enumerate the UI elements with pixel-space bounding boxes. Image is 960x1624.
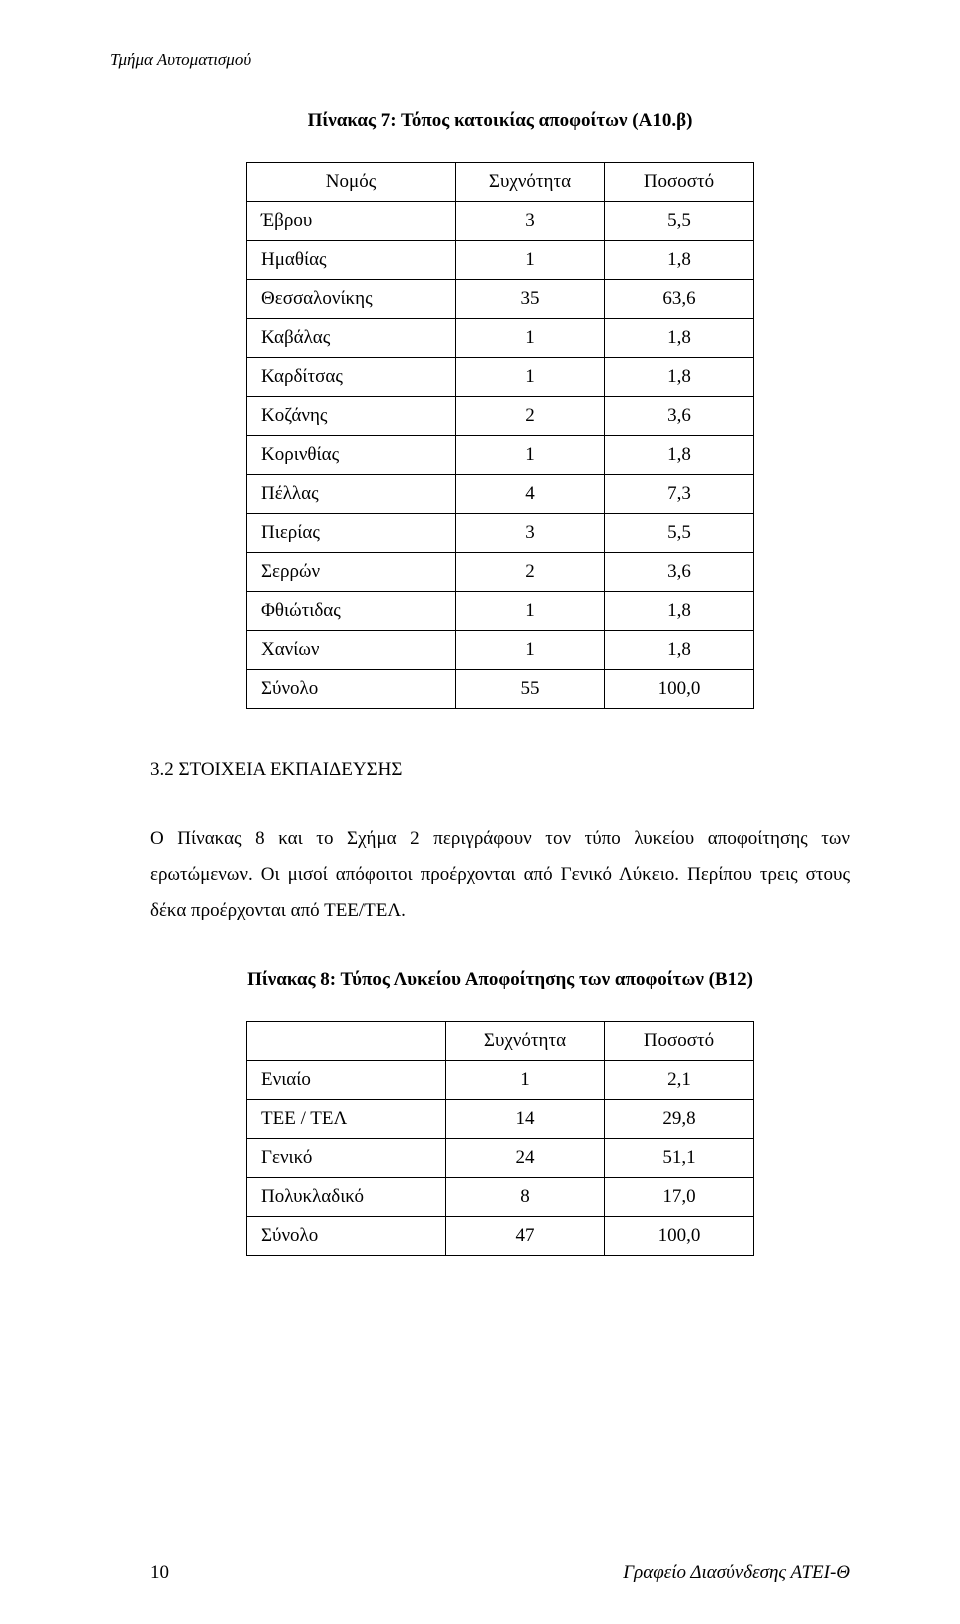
table-row: Χανίων11,8 — [247, 631, 754, 670]
cell: ΤΕΕ / ΤΕΛ — [247, 1100, 446, 1139]
cell: 1 — [456, 319, 605, 358]
page-number: 10 — [150, 1562, 169, 1584]
table-row: ΤΕΕ / ΤΕΛ1429,8 — [247, 1100, 754, 1139]
cell: 63,6 — [605, 280, 754, 319]
table8-col0 — [247, 1022, 446, 1061]
cell: Ημαθίας — [247, 241, 456, 280]
cell: 100,0 — [605, 670, 754, 709]
table-row: Κορινθίας11,8 — [247, 436, 754, 475]
page-header: Τμήμα Αυτοματισμού — [110, 50, 850, 70]
table-row: Σύνολο47100,0 — [247, 1217, 754, 1256]
table-row: Καρδίτσας11,8 — [247, 358, 754, 397]
cell: Σύνολο — [247, 670, 456, 709]
table-row: Σύνολο55100,0 — [247, 670, 754, 709]
table-row: Πέλλας47,3 — [247, 475, 754, 514]
cell: 3,6 — [605, 397, 754, 436]
table-row: Σερρών23,6 — [247, 553, 754, 592]
table-header-row: Συχνότητα Ποσοστό — [247, 1022, 754, 1061]
cell: Καβάλας — [247, 319, 456, 358]
cell: 8 — [446, 1178, 605, 1217]
table-header-row: Νομός Συχνότητα Ποσοστό — [247, 163, 754, 202]
table7-col1: Συχνότητα — [456, 163, 605, 202]
page-footer: 10 Γραφείο Διασύνδεσης ΑΤΕΙ-Θ — [150, 1562, 850, 1584]
cell: Καρδίτσας — [247, 358, 456, 397]
page: Τμήμα Αυτοματισμού Πίνακας 7: Τόπος κατο… — [0, 0, 960, 1624]
cell: Ενιαίο — [247, 1061, 446, 1100]
cell: 17,0 — [605, 1178, 754, 1217]
cell: 1 — [456, 241, 605, 280]
cell: Πέλλας — [247, 475, 456, 514]
cell: Θεσσαλονίκης — [247, 280, 456, 319]
table8-caption: Πίνακας 8: Τύπος Λυκείου Αποφοίτησης των… — [150, 969, 850, 991]
cell: Φθιώτιδας — [247, 592, 456, 631]
cell: 3 — [456, 202, 605, 241]
table7-caption: Πίνακας 7: Τόπος κατοικίας αποφοίτων (A1… — [150, 110, 850, 132]
cell: 3,6 — [605, 553, 754, 592]
cell: 5,5 — [605, 514, 754, 553]
table-row: Έβρου35,5 — [247, 202, 754, 241]
cell: 24 — [446, 1139, 605, 1178]
cell: Πολυκλαδικό — [247, 1178, 446, 1217]
cell: 29,8 — [605, 1100, 754, 1139]
cell: 1,8 — [605, 319, 754, 358]
cell: 1 — [456, 436, 605, 475]
table8-col2: Ποσοστό — [605, 1022, 754, 1061]
cell: Χανίων — [247, 631, 456, 670]
cell: 1,8 — [605, 358, 754, 397]
table7-col2: Ποσοστό — [605, 163, 754, 202]
cell: 100,0 — [605, 1217, 754, 1256]
table-row: Κοζάνης23,6 — [247, 397, 754, 436]
table-row: Γενικό2451,1 — [247, 1139, 754, 1178]
cell: 1 — [456, 358, 605, 397]
cell: 4 — [456, 475, 605, 514]
cell: 1 — [456, 592, 605, 631]
cell: Κορινθίας — [247, 436, 456, 475]
table8: Συχνότητα Ποσοστό Ενιαίο12,1 ΤΕΕ / ΤΕΛ14… — [246, 1021, 754, 1256]
cell: 35 — [456, 280, 605, 319]
cell: 14 — [446, 1100, 605, 1139]
cell: 1 — [446, 1061, 605, 1100]
table-row: Καβάλας11,8 — [247, 319, 754, 358]
table-row: Φθιώτιδας11,8 — [247, 592, 754, 631]
table8-col1: Συχνότητα — [446, 1022, 605, 1061]
table-row: Πιερίας35,5 — [247, 514, 754, 553]
cell: 2 — [456, 397, 605, 436]
cell: 5,5 — [605, 202, 754, 241]
cell: Σερρών — [247, 553, 456, 592]
cell: Σύνολο — [247, 1217, 446, 1256]
table-row: Ημαθίας11,8 — [247, 241, 754, 280]
cell: 1,8 — [605, 631, 754, 670]
table-row: Πολυκλαδικό817,0 — [247, 1178, 754, 1217]
cell: Γενικό — [247, 1139, 446, 1178]
table7-col0: Νομός — [247, 163, 456, 202]
table7: Νομός Συχνότητα Ποσοστό Έβρου35,5 Ημαθία… — [246, 162, 754, 709]
cell: 1 — [456, 631, 605, 670]
body-paragraph: Ο Πίνακας 8 και το Σχήμα 2 περιγράφουν τ… — [150, 821, 850, 929]
cell: 1,8 — [605, 592, 754, 631]
cell: Πιερίας — [247, 514, 456, 553]
footer-source: Γραφείο Διασύνδεσης ΑΤΕΙ-Θ — [623, 1562, 850, 1584]
cell: 55 — [456, 670, 605, 709]
cell: 1,8 — [605, 241, 754, 280]
section-heading: 3.2 ΣΤΟΙΧΕΙΑ ΕΚΠΑΙΔΕΥΣΗΣ — [150, 759, 850, 781]
cell: Κοζάνης — [247, 397, 456, 436]
cell: 2 — [456, 553, 605, 592]
cell: 2,1 — [605, 1061, 754, 1100]
cell: 1,8 — [605, 436, 754, 475]
cell: 47 — [446, 1217, 605, 1256]
cell: Έβρου — [247, 202, 456, 241]
table-row: Ενιαίο12,1 — [247, 1061, 754, 1100]
cell: 3 — [456, 514, 605, 553]
table-row: Θεσσαλονίκης3563,6 — [247, 280, 754, 319]
cell: 7,3 — [605, 475, 754, 514]
cell: 51,1 — [605, 1139, 754, 1178]
